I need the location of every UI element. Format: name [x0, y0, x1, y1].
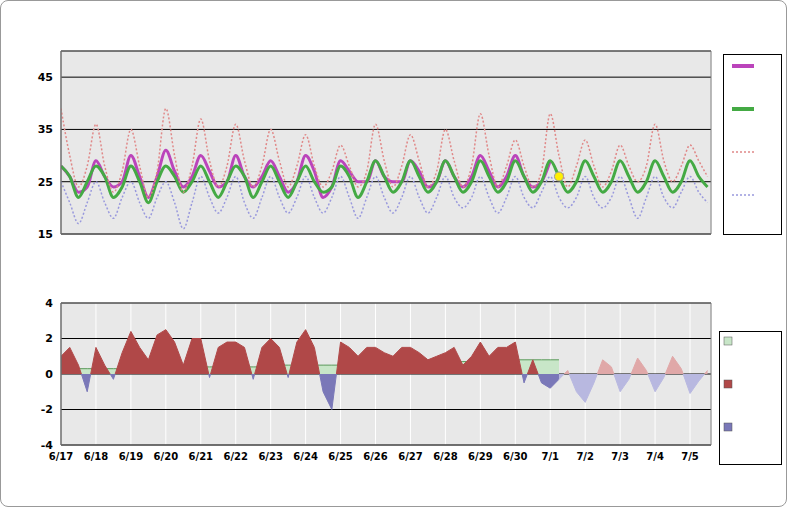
svg-text:45: 45	[38, 71, 53, 84]
svg-text:6/18: 6/18	[84, 451, 109, 462]
svg-text:7/3: 7/3	[611, 451, 629, 462]
svg-text:6/17: 6/17	[49, 451, 74, 462]
svg-text:2: 2	[45, 332, 53, 345]
svg-text:0: 0	[45, 368, 53, 381]
svg-text:-4: -4	[41, 439, 54, 452]
svg-text:6/30: 6/30	[503, 451, 528, 462]
svg-text:6/22: 6/22	[223, 451, 248, 462]
svg-text:6/23: 6/23	[258, 451, 283, 462]
svg-text:6/25: 6/25	[328, 451, 353, 462]
svg-text:7/2: 7/2	[576, 451, 594, 462]
svg-text:15: 15	[38, 228, 53, 241]
svg-text:4: 4	[45, 297, 53, 310]
svg-text:6/21: 6/21	[189, 451, 214, 462]
svg-text:7/4: 7/4	[646, 451, 664, 462]
svg-text:6/24: 6/24	[293, 451, 318, 462]
svg-text:7/1: 7/1	[541, 451, 559, 462]
svg-text:6/27: 6/27	[398, 451, 423, 462]
svg-text:6/20: 6/20	[154, 451, 179, 462]
svg-text:6/19: 6/19	[119, 451, 144, 462]
svg-text:25: 25	[38, 176, 53, 189]
svg-text:6/29: 6/29	[468, 451, 493, 462]
svg-text:6/26: 6/26	[363, 451, 388, 462]
svg-text:7/5: 7/5	[681, 451, 699, 462]
svg-text:6/28: 6/28	[433, 451, 458, 462]
svg-text:-2: -2	[41, 403, 53, 416]
svg-text:35: 35	[38, 123, 53, 136]
